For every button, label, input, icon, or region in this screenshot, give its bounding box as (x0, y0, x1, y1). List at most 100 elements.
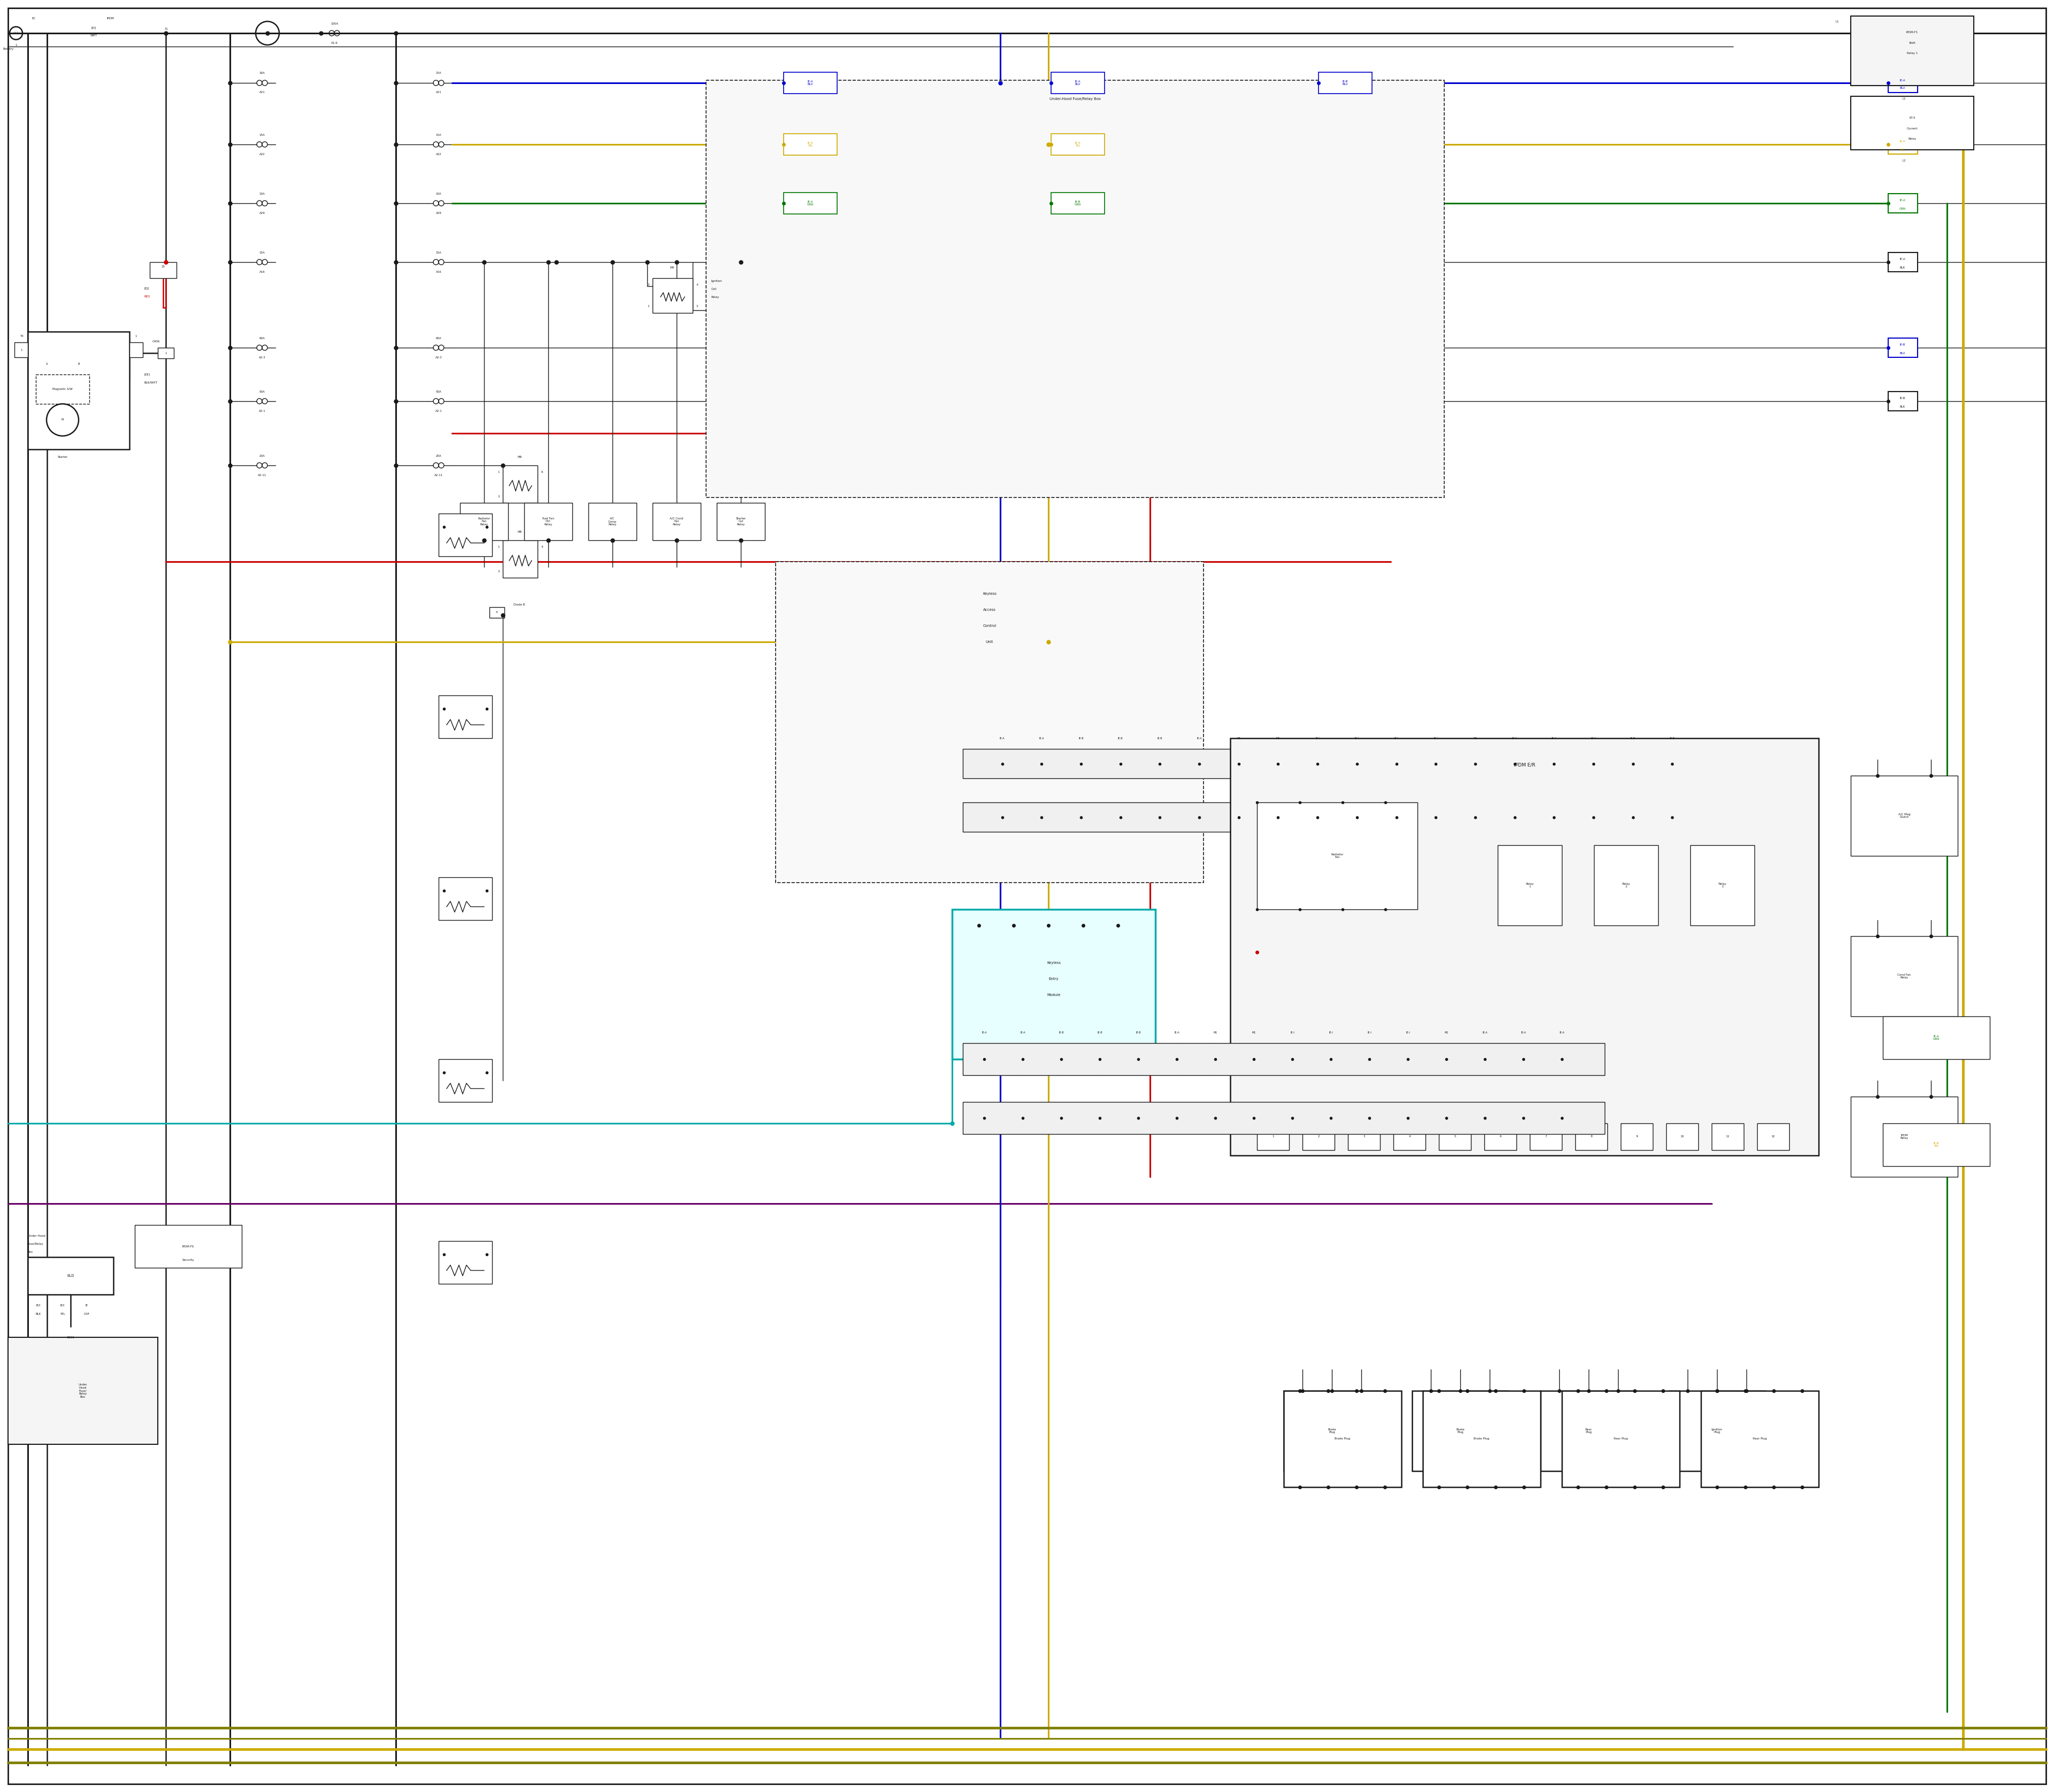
Bar (1888, 253, 1918, 272)
Bar (1668, 1391, 1764, 1471)
Bar (489, 607, 505, 618)
Text: IE-A: IE-A (1483, 1030, 1487, 1034)
Bar (1621, 1124, 1653, 1150)
Bar (953, 909, 1154, 1059)
Bar (440, 695, 493, 738)
Text: A/C Cond
Fan
Relay: A/C Cond Fan Relay (670, 518, 684, 527)
Text: Brake
Plug: Brake Plug (1327, 1428, 1335, 1434)
Text: M1: M1 (1444, 1030, 1448, 1034)
Text: 12: 12 (1771, 1136, 1775, 1138)
Text: A22: A22 (259, 152, 265, 156)
Text: A22: A22 (435, 152, 442, 156)
Bar (963, 1043, 1604, 1075)
Bar (1497, 846, 1561, 925)
Text: IPDM
Relay: IPDM Relay (1900, 1134, 1908, 1140)
Text: Box: Box (29, 1251, 33, 1253)
Text: G001: G001 (66, 1337, 74, 1339)
Bar (8, 1337, 158, 1444)
Text: Relay
3: Relay 3 (1719, 882, 1727, 889)
Bar (963, 803, 1711, 831)
Text: BLK: BLK (1900, 405, 1906, 409)
Text: BLK: BLK (1900, 267, 1906, 269)
Text: Starter
Cut
Relay: Starter Cut Relay (735, 518, 746, 527)
Text: M1: M1 (1473, 737, 1477, 740)
Bar (440, 878, 493, 919)
Text: M8: M8 (518, 530, 522, 534)
Text: Battery: Battery (2, 48, 14, 50)
Text: IE-A
GRN: IE-A GRN (807, 201, 813, 206)
Text: IE-A: IE-A (1520, 1030, 1526, 1034)
Bar (1666, 1124, 1699, 1150)
Text: IE-I: IE-I (1434, 737, 1438, 740)
Text: BLK/WHT: BLK/WHT (144, 382, 158, 383)
Text: Keyless: Keyless (982, 591, 996, 595)
Text: 50A: 50A (435, 391, 442, 392)
Bar (1284, 1391, 1380, 1471)
Text: A16: A16 (259, 271, 265, 272)
Text: YEL: YEL (60, 1312, 66, 1315)
Text: [EE]: [EE] (144, 373, 150, 376)
Text: IE-B: IE-B (1631, 737, 1635, 740)
Bar (653, 504, 700, 539)
Text: M: M (62, 419, 64, 421)
Text: M9: M9 (518, 455, 522, 459)
Text: T4: T4 (21, 335, 23, 337)
Text: Relay
2: Relay 2 (1623, 882, 1631, 889)
Text: IE-A: IE-A (982, 1030, 986, 1034)
Bar (136, 1226, 242, 1267)
Bar (1347, 1124, 1380, 1150)
Bar (1485, 1124, 1516, 1150)
Text: C406: C406 (152, 340, 160, 342)
Text: IE-B: IE-B (1058, 1030, 1064, 1034)
Bar (1530, 1124, 1561, 1150)
Bar (1888, 339, 1918, 357)
Bar (1319, 72, 1372, 93)
Text: L1: L1 (1836, 20, 1838, 23)
Bar (963, 1102, 1604, 1134)
Text: A2-11: A2-11 (257, 473, 267, 477)
Bar (503, 466, 538, 504)
Text: [EI]: [EI] (90, 27, 97, 29)
Text: L1: L1 (1902, 97, 1906, 100)
Text: M1: M1 (1276, 737, 1280, 740)
Text: IE-I: IE-I (1405, 1030, 1409, 1034)
Text: Access: Access (984, 607, 996, 611)
Text: IE/I: IE/I (60, 1305, 66, 1306)
Text: Keyless: Keyless (1048, 961, 1060, 964)
Text: IE-A: IE-A (1039, 737, 1043, 740)
Bar (1052, 192, 1105, 213)
Text: IE-A
BLU: IE-A BLU (807, 81, 813, 86)
Text: Coil: Coil (711, 287, 717, 290)
Text: RED: RED (144, 296, 150, 297)
Text: IE-A: IE-A (1559, 1030, 1565, 1034)
Text: ET-5: ET-5 (1908, 116, 1916, 118)
Text: IE-B
YEL: IE-B YEL (1933, 1142, 1939, 1147)
Bar (963, 749, 1711, 778)
Bar (785, 192, 838, 213)
Text: IE-A: IE-A (1900, 140, 1906, 143)
Text: IE-B
GRN: IE-B GRN (1074, 201, 1080, 206)
Text: Under-Hood Fuse/Relay Box: Under-Hood Fuse/Relay Box (1050, 97, 1101, 100)
Text: IE-I: IE-I (1315, 737, 1319, 740)
Text: Diode B: Diode B (514, 604, 526, 606)
Text: Magnetic S/W: Magnetic S/W (53, 387, 72, 391)
Text: 15A: 15A (259, 251, 265, 254)
Text: A21: A21 (259, 91, 265, 93)
Text: EC: EC (33, 18, 35, 20)
Text: Entry: Entry (1050, 977, 1058, 980)
Text: IPDM E/R: IPDM E/R (1514, 763, 1534, 767)
Text: IE-B: IE-B (1078, 737, 1085, 740)
Bar (524, 504, 573, 539)
Text: 50A: 50A (259, 391, 265, 392)
Text: BLK: BLK (35, 1312, 41, 1315)
Text: Ignition: Ignition (711, 280, 723, 281)
Text: M4: M4 (670, 267, 674, 269)
Bar (1440, 1124, 1471, 1150)
Text: IE-A
YEL: IE-A YEL (1074, 142, 1080, 147)
Text: IE-B
BLU: IE-B BLU (1343, 81, 1347, 86)
Text: Relay: Relay (711, 296, 719, 297)
Text: M1: M1 (1251, 1030, 1255, 1034)
Text: IE-A
GRN: IE-A GRN (1933, 1034, 1939, 1041)
Text: 15A: 15A (435, 133, 442, 136)
Text: A29: A29 (259, 211, 265, 215)
